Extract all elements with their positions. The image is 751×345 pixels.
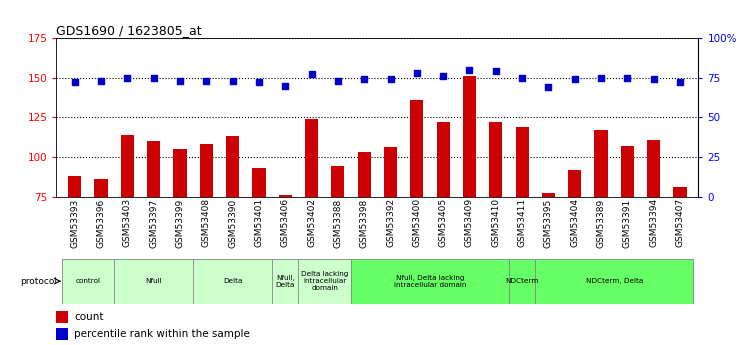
Text: GSM53411: GSM53411 (517, 198, 526, 247)
Bar (147, 141, 160, 316)
Text: GSM53406: GSM53406 (281, 198, 290, 247)
Point (201, 78, 213, 83)
Text: GSM53393: GSM53393 (71, 198, 80, 248)
Text: GSM53395: GSM53395 (544, 198, 553, 248)
Text: GSM53402: GSM53402 (307, 198, 316, 247)
Point (621, 75, 633, 80)
Bar (173, 149, 186, 316)
Bar (535, 259, 693, 304)
Text: protocol: protocol (20, 277, 57, 286)
Point (385, 77, 397, 82)
Bar (56, 310, 68, 323)
Point (674, 80, 686, 85)
Text: Nfull, Delta lacking
intracellular domain: Nfull, Delta lacking intracellular domai… (394, 275, 466, 288)
Text: percentile rank within the sample: percentile rank within the sample (74, 329, 250, 339)
Text: GSM53407: GSM53407 (675, 198, 684, 247)
Bar (647, 139, 660, 316)
Text: GSM53388: GSM53388 (333, 198, 342, 248)
Bar (226, 136, 240, 316)
Point (437, 73, 449, 79)
Bar (436, 122, 450, 316)
Text: GSM53405: GSM53405 (439, 198, 448, 247)
Bar (384, 147, 397, 316)
Text: GSM53397: GSM53397 (149, 198, 158, 248)
Point (306, 72, 318, 77)
Bar (193, 259, 272, 304)
Point (279, 83, 291, 88)
Bar (56, 328, 68, 340)
Text: Delta lacking
intracellular
domain: Delta lacking intracellular domain (301, 271, 348, 291)
Point (95, 78, 107, 83)
Text: GSM53404: GSM53404 (570, 198, 579, 247)
Point (516, 75, 528, 80)
Bar (569, 170, 581, 316)
Text: GSM53389: GSM53389 (596, 198, 605, 248)
Text: GSM53399: GSM53399 (176, 198, 185, 248)
Point (253, 80, 265, 85)
Text: count: count (74, 312, 104, 322)
Text: Nfull: Nfull (146, 278, 162, 284)
Text: GSM53400: GSM53400 (412, 198, 421, 247)
Bar (410, 100, 424, 316)
Text: GSM53401: GSM53401 (255, 198, 264, 247)
Bar (515, 127, 529, 316)
Text: GSM53391: GSM53391 (623, 198, 632, 248)
Text: GSM53396: GSM53396 (97, 198, 106, 248)
Point (463, 67, 475, 72)
Point (595, 75, 607, 80)
Bar (252, 168, 266, 316)
Bar (305, 119, 318, 316)
Text: GSM53410: GSM53410 (491, 198, 500, 247)
Bar (331, 167, 345, 316)
Text: GSM53390: GSM53390 (228, 198, 237, 248)
Bar (62, 259, 114, 304)
Point (174, 78, 186, 83)
Bar (272, 259, 298, 304)
Bar (357, 152, 371, 316)
Text: GSM53409: GSM53409 (465, 198, 474, 247)
Bar (114, 259, 193, 304)
Text: GDS1690 / 1623805_at: GDS1690 / 1623805_at (56, 24, 202, 37)
Text: GSM53392: GSM53392 (386, 198, 395, 247)
Bar (95, 179, 107, 316)
Text: Delta: Delta (223, 278, 243, 284)
Point (332, 78, 344, 83)
Point (148, 75, 160, 80)
Text: Nfull,
Delta: Nfull, Delta (276, 275, 295, 288)
Bar (674, 187, 686, 316)
Point (569, 77, 581, 82)
Text: NDCterm: NDCterm (505, 278, 538, 284)
Bar (509, 259, 535, 304)
Text: GSM53408: GSM53408 (202, 198, 211, 247)
Point (227, 78, 239, 83)
Bar (121, 135, 134, 316)
Bar (489, 122, 502, 316)
Text: GSM53403: GSM53403 (123, 198, 132, 247)
Point (69, 80, 81, 85)
Bar (621, 146, 634, 316)
Bar (68, 176, 81, 316)
Point (490, 69, 502, 74)
Bar (200, 144, 213, 316)
Bar (542, 194, 555, 316)
Text: NDCterm, Delta: NDCterm, Delta (586, 278, 643, 284)
Bar (279, 195, 292, 316)
Point (411, 70, 423, 76)
Bar (463, 76, 476, 316)
Bar (351, 259, 509, 304)
Point (647, 77, 659, 82)
Text: GSM53394: GSM53394 (649, 198, 658, 247)
Point (542, 85, 554, 90)
Point (122, 75, 134, 80)
Bar (298, 259, 351, 304)
Bar (595, 130, 608, 316)
Text: control: control (75, 278, 101, 284)
Point (358, 77, 370, 82)
Text: GSM53398: GSM53398 (360, 198, 369, 248)
